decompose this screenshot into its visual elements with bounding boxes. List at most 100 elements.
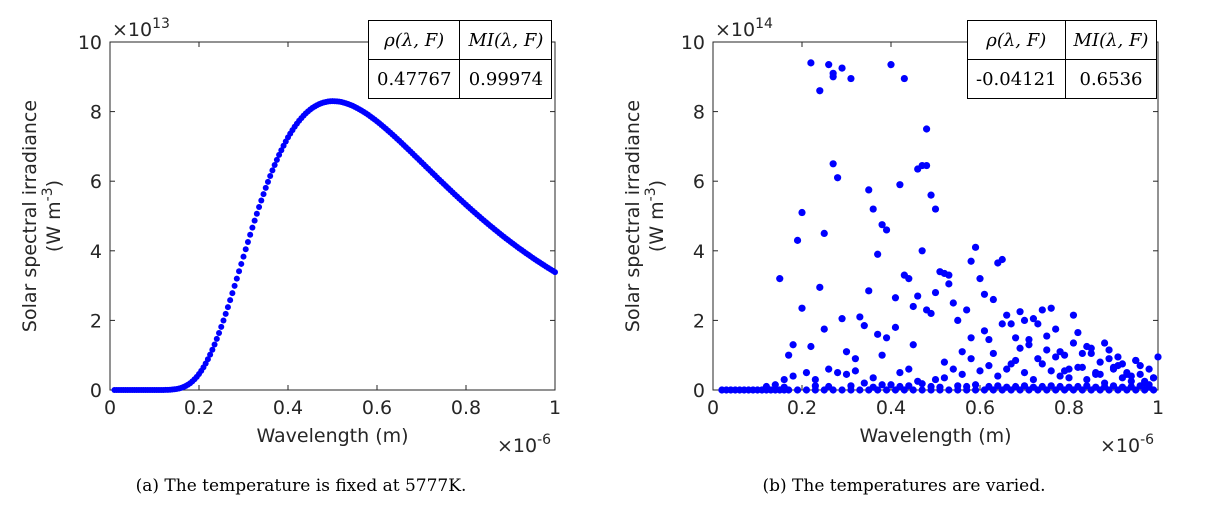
data-point (213, 335, 220, 342)
y-tick-label: 0 (693, 380, 705, 402)
x-exponent-label: ×10-6 (1100, 432, 1154, 457)
y-exponent-power: 13 (152, 16, 170, 32)
y-axis-label-line2: (W m-3) (40, 180, 65, 252)
scatter-points (718, 59, 1162, 394)
data-point (869, 374, 877, 382)
data-point (829, 73, 837, 81)
data-point (204, 356, 211, 363)
y-tick-label: 6 (693, 171, 705, 193)
data-point (914, 165, 922, 173)
x-tick-label: 0.6 (362, 397, 392, 419)
data-point (1078, 363, 1086, 371)
data-point (785, 351, 793, 359)
x-exponent-label: ×10-6 (497, 432, 551, 457)
data-point (1069, 311, 1078, 319)
data-point (949, 365, 957, 373)
data-point (273, 156, 280, 163)
data-point (276, 151, 283, 158)
data-point (882, 334, 891, 342)
data-point (976, 367, 984, 375)
data-point (244, 238, 251, 245)
data-point (1101, 339, 1109, 347)
chart-panel-b: 0 0.2 0.4 0.6 0.8 1 0 2 4 6 8 10 ×1014 ×10-6 Wavelengt… (603, 0, 1205, 507)
data-point (825, 382, 833, 391)
data-point (896, 181, 904, 189)
stats-header-rho: ρ(λ, F) (367, 20, 461, 60)
data-point (1007, 320, 1015, 328)
data-point (258, 197, 265, 204)
y-tick-label: 10 (78, 32, 102, 54)
data-point (923, 161, 931, 170)
data-point (802, 369, 811, 377)
data-point (253, 210, 260, 217)
data-point (1016, 344, 1024, 352)
data-point (793, 236, 802, 244)
data-point (1029, 383, 1037, 391)
data-point (838, 386, 846, 394)
data-point (971, 243, 980, 251)
data-point (882, 226, 891, 234)
data-point (963, 306, 971, 314)
data-point (1074, 328, 1082, 337)
stats-table-b: ρ(λ, F) MI(λ, F) -0.04121 0.6536 (967, 20, 1158, 99)
data-point (1052, 325, 1060, 333)
data-point (967, 257, 975, 265)
data-point (260, 191, 267, 198)
data-point (262, 184, 269, 191)
data-point (971, 381, 980, 389)
y-tick-label: 4 (90, 241, 102, 263)
data-point (1092, 383, 1100, 391)
data-point (209, 346, 216, 353)
data-point (1154, 353, 1162, 361)
data-point (825, 61, 833, 69)
data-point (882, 386, 891, 394)
data-point (967, 355, 975, 363)
stats-value-mi: 0.6536 (1064, 59, 1158, 99)
data-point (1029, 375, 1037, 384)
chart-a-svg: 0 0.2 0.4 0.6 0.8 10246810×1013×10-6Wavelengt… (19, 16, 561, 457)
data-point (998, 255, 1006, 264)
data-point (891, 294, 900, 302)
data-point (971, 386, 980, 394)
data-point (811, 375, 819, 384)
data-point (967, 334, 975, 342)
data-point (1056, 382, 1064, 391)
data-point (798, 208, 806, 217)
data-point (918, 380, 926, 388)
data-point (900, 74, 908, 83)
data-point (1145, 383, 1153, 391)
data-point (927, 309, 935, 318)
data-point (985, 362, 993, 370)
x-exponent-power: -6 (1140, 432, 1154, 448)
data-point (552, 269, 558, 276)
data-point (940, 269, 948, 278)
data-point (954, 382, 962, 390)
data-point (1043, 346, 1051, 354)
data-point (838, 315, 846, 323)
data-point (820, 229, 828, 237)
data-point (780, 375, 788, 384)
data-point (1016, 308, 1024, 316)
data-point (834, 174, 842, 182)
data-point (762, 382, 770, 391)
data-point (994, 382, 1002, 390)
data-point (1060, 351, 1069, 359)
data-point (985, 382, 993, 391)
data-point (905, 365, 913, 373)
data-point (874, 250, 882, 258)
y-axis-label-line1: Solar spectral irradiance (19, 100, 41, 332)
y-axis-label-line1: Solar spectral irradiance (622, 100, 644, 332)
data-point (891, 323, 900, 331)
y-exponent-label: ×1013 (112, 16, 170, 41)
data-point (887, 381, 895, 389)
data-point (1025, 341, 1033, 349)
data-point (1034, 320, 1042, 328)
data-point (851, 355, 859, 363)
data-point (789, 372, 797, 380)
data-point (940, 374, 948, 382)
data-point (216, 330, 223, 337)
y-tick-label: 4 (693, 241, 705, 263)
data-point (945, 280, 953, 288)
y-tick-label: 10 (681, 32, 705, 54)
data-point (251, 217, 258, 224)
